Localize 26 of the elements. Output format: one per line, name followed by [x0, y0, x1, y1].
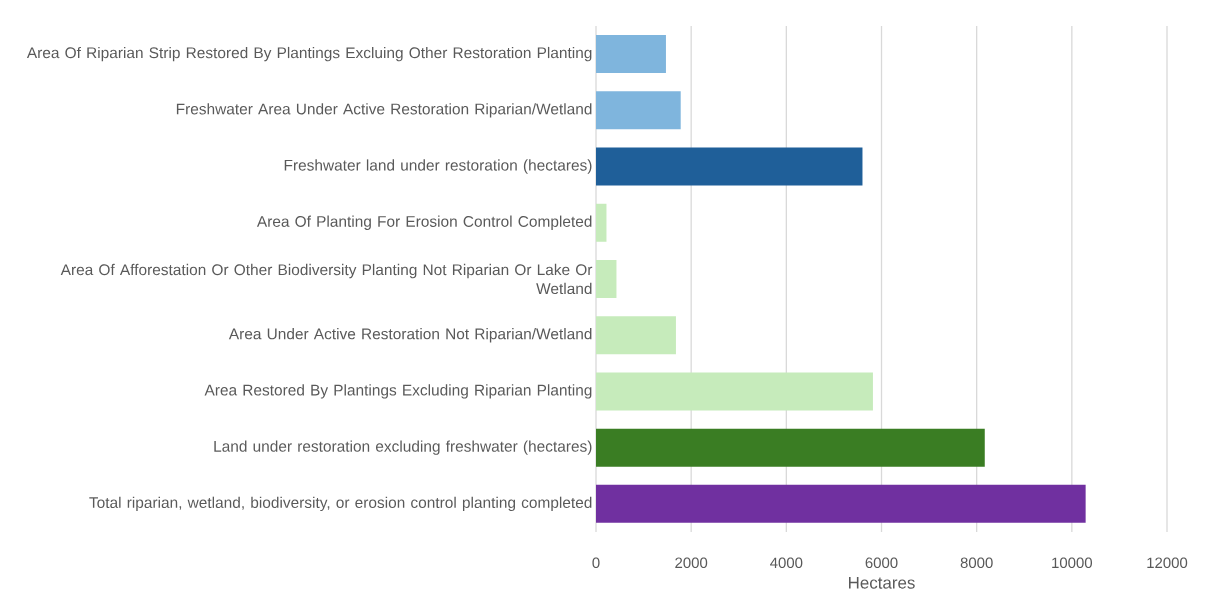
- bar: [596, 147, 863, 186]
- y-tick-label: Freshwater Area Under Active Restoration Riparian/Wetland: [176, 103, 592, 118]
- x-axis-title: Hectares: [849, 576, 915, 589]
- y-tick-label: Area Of Planting For Erosion Control Completed: [256, 215, 592, 230]
- y-tick-label: Area Restored By Plantings Excluding Riparian Planting: [204, 384, 592, 399]
- y-tick-label: Land under restoration excluding freshwater (hectares): [214, 440, 592, 455]
- bar: [596, 316, 676, 355]
- bar: [596, 484, 1086, 523]
- bar: [596, 372, 873, 411]
- x-tick-label: 6000: [865, 557, 898, 569]
- y-tick-label: Area Of Afforestation Or Other Biodiversity Planting Not Riparian Or Lake Or Wetland: [60, 263, 593, 295]
- x-tick-label: 2000: [675, 557, 708, 569]
- x-tick-label: 0: [592, 557, 600, 569]
- bar: [596, 428, 985, 467]
- bar: [596, 35, 666, 74]
- y-tick-label: Area Under Active Restoration Not Riparian/Wetland: [228, 328, 592, 343]
- y-tick-label: Area Of Riparian Strip Restored By Plantings Excluing Other Restoration Planting: [26, 46, 592, 62]
- bar: [596, 259, 617, 298]
- bar: [596, 91, 681, 130]
- bar: [596, 203, 607, 242]
- x-tick-label: 4000: [770, 557, 803, 569]
- x-tick-label: 12000: [1147, 557, 1188, 569]
- y-tick-label: Freshwater land under restoration (hectares): [284, 159, 592, 174]
- x-tick-label: 8000: [960, 557, 993, 569]
- x-tick-label: 10000: [1052, 557, 1093, 569]
- y-tick-label: Total riparian, wetland, biodiversity, or erosion control planting completed: [89, 496, 592, 512]
